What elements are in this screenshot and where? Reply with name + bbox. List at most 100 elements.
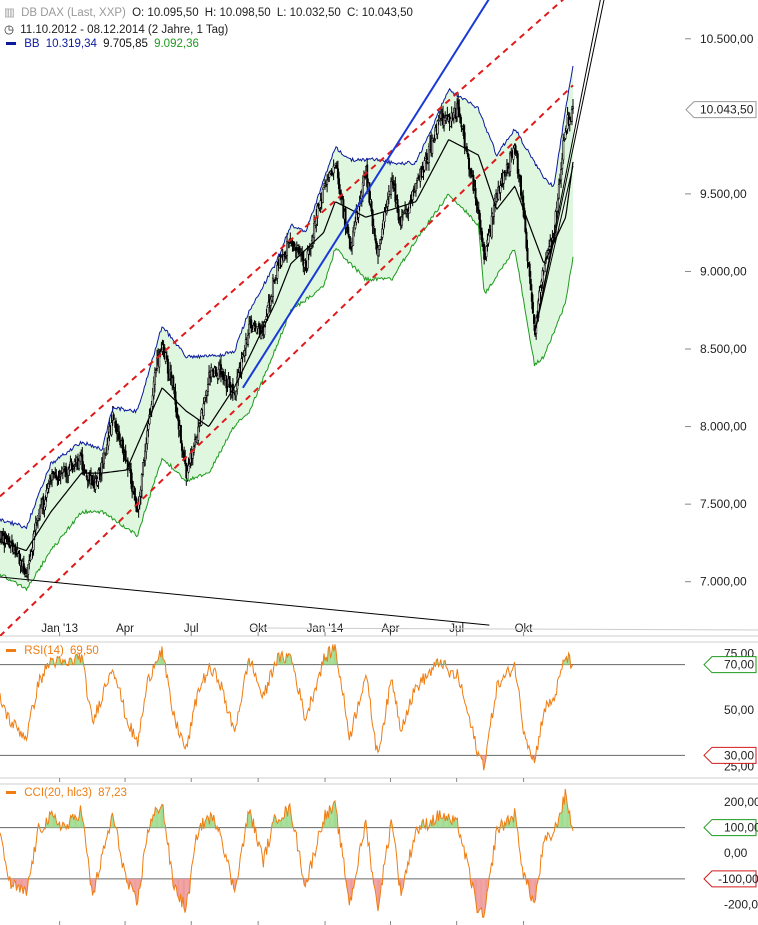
- cci-oversold-fill: [12, 878, 14, 887]
- candle-body: [303, 260, 306, 268]
- candle-body: [202, 403, 205, 416]
- candle-body: [556, 199, 559, 212]
- candle-body: [257, 323, 260, 327]
- candle-body: [80, 452, 83, 455]
- candle-body: [52, 471, 55, 474]
- candle-body: [79, 455, 82, 462]
- candle-body: [400, 216, 403, 226]
- candle-body: [30, 551, 33, 560]
- candle-body: [436, 120, 439, 135]
- cci-overbought-fill: [559, 813, 561, 828]
- candle-body: [293, 243, 296, 247]
- cci-oversold-fill: [534, 878, 536, 903]
- candle-body: [165, 355, 168, 359]
- price-y-tick-label: 7.500,00: [700, 497, 747, 511]
- candle-body: [366, 164, 369, 187]
- cci-y-tick-label: 200,00: [724, 795, 758, 809]
- candle-body: [485, 246, 488, 258]
- candle-body: [403, 211, 406, 214]
- rsi-overbought-fill: [288, 653, 290, 665]
- cci-overbought-fill: [442, 813, 445, 828]
- price-y-tick-label: 8.000,00: [700, 420, 747, 434]
- price-y-tick-label: 9.000,00: [700, 264, 747, 278]
- candle-body: [27, 564, 30, 575]
- candle-body: [512, 147, 515, 160]
- candle-body: [391, 179, 394, 182]
- rsi-overbought-fill: [334, 644, 337, 665]
- clock-icon: ◷: [4, 24, 15, 36]
- candle-body: [538, 290, 541, 305]
- bollinger-middle-line: [0, 139, 574, 551]
- candle-body: [559, 181, 562, 184]
- candle-body: [235, 390, 238, 397]
- candle-body: [541, 270, 544, 283]
- cci-overbought-fills: [37, 788, 573, 828]
- candle-body: [349, 247, 352, 250]
- candle-body: [390, 180, 393, 195]
- candle-body: [153, 372, 156, 385]
- cci-oversold-fill: [188, 878, 190, 894]
- candle-body: [397, 208, 400, 221]
- candle-body: [32, 533, 35, 551]
- candle-body: [112, 414, 115, 421]
- candle-body: [524, 216, 527, 233]
- cci-overbought-fill: [158, 809, 160, 828]
- candle-body: [433, 141, 436, 143]
- candle-body: [341, 195, 344, 200]
- bb-label: BB: [24, 38, 40, 50]
- faint-guide-line: [250, 627, 758, 631]
- candle-body: [423, 160, 426, 171]
- cci-overbought-fill: [440, 817, 442, 828]
- candle-body: [145, 443, 148, 453]
- cci-overbought-fill: [50, 811, 52, 828]
- high-value: H: 10.098,50: [204, 7, 271, 19]
- candle-body: [85, 475, 88, 478]
- candle-body: [269, 298, 272, 306]
- cci-overbought-fill: [155, 807, 157, 828]
- candle-body: [466, 153, 469, 157]
- candle-body: [313, 222, 316, 238]
- drawing-fan-line-2: [533, 0, 601, 334]
- candle-body: [570, 109, 573, 122]
- cci-oversold-fill: [133, 878, 135, 892]
- candle-body: [186, 470, 189, 481]
- candle-body: [531, 301, 534, 314]
- cci-oversold-fill: [479, 878, 481, 910]
- candle-body: [7, 537, 10, 543]
- candle-body: [42, 496, 45, 509]
- candle-body: [432, 139, 435, 142]
- candle-body: [39, 507, 42, 517]
- candle-body: [520, 175, 523, 196]
- candle-body: [58, 477, 61, 480]
- candle-body: [197, 426, 200, 441]
- drawing-fan-line-1: [533, 165, 574, 334]
- cci-overbought-fill: [558, 813, 560, 828]
- candle-body: [364, 176, 367, 179]
- cci-overbought-fill: [283, 817, 285, 828]
- cci-oversold-fill: [17, 878, 19, 886]
- candle-body: [562, 140, 565, 161]
- bollinger-upper-line: [0, 65, 574, 530]
- chart-header-line-2: ◷ 11.10.2012 - 08.12.2014 (2 Jahre, 1 Ta…: [4, 22, 231, 36]
- open-value: O: 10.095,50: [132, 7, 199, 19]
- candle-body: [517, 174, 520, 177]
- candle-body: [94, 478, 97, 490]
- bb-legend-swatch: [6, 42, 16, 46]
- candle-body: [528, 263, 531, 277]
- candle-body: [561, 158, 564, 170]
- candle-body: [548, 246, 551, 250]
- candle-body: [370, 201, 373, 212]
- candle-body: [107, 437, 110, 447]
- rsi-overbought-fill: [76, 654, 78, 665]
- cci-overbought-fill: [285, 806, 287, 828]
- period-range: 11.10.2012 - 08.12.2014 (2 Jahre, 1 Tag): [20, 24, 229, 36]
- cci-oversold-fill: [177, 878, 179, 898]
- candle-body: [344, 208, 347, 229]
- candle-body: [264, 319, 267, 322]
- candle-body: [459, 114, 462, 123]
- candle-body: [564, 131, 567, 139]
- cci-overbought-fill: [448, 813, 450, 828]
- cci-oversold-fill: [352, 878, 354, 889]
- bb-middle-value: 9.705,85: [103, 38, 148, 50]
- x-tick-label: Okt: [249, 623, 268, 635]
